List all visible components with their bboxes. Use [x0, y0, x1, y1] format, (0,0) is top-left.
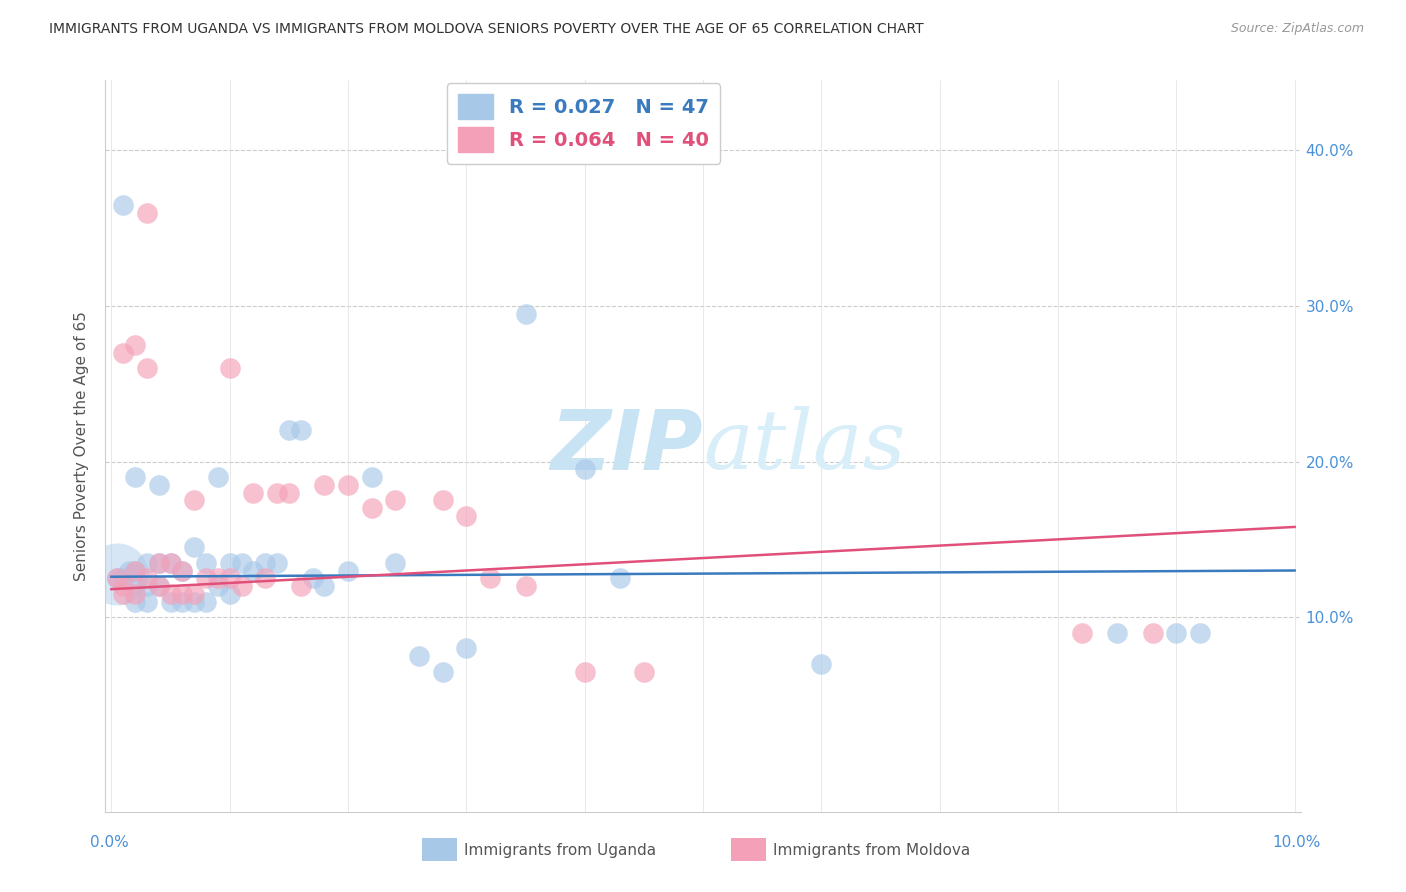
Text: Immigrants from Moldova: Immigrants from Moldova	[773, 843, 970, 857]
Point	[314, 579, 336, 593]
Text: atlas: atlas	[703, 406, 905, 486]
Point	[384, 556, 406, 570]
Point	[124, 564, 146, 578]
Point	[360, 470, 382, 484]
Point	[408, 649, 430, 664]
Point	[159, 556, 181, 570]
Point	[432, 665, 454, 679]
Point	[135, 205, 157, 219]
Point	[135, 579, 157, 593]
Point	[195, 594, 218, 608]
Point	[183, 594, 205, 608]
Point	[1107, 625, 1129, 640]
Point	[574, 462, 596, 476]
Point	[159, 594, 181, 608]
Point	[112, 587, 135, 601]
Point	[384, 493, 406, 508]
Point	[124, 564, 146, 578]
Point	[118, 564, 141, 578]
Point	[172, 594, 194, 608]
Point	[183, 540, 205, 554]
Point	[277, 485, 299, 500]
Point	[195, 571, 218, 585]
Point	[1070, 625, 1092, 640]
Point	[218, 571, 240, 585]
Point	[207, 579, 229, 593]
Point	[105, 571, 128, 585]
Text: Source: ZipAtlas.com: Source: ZipAtlas.com	[1230, 22, 1364, 36]
Point	[337, 478, 360, 492]
Text: Immigrants from Uganda: Immigrants from Uganda	[464, 843, 657, 857]
Point	[337, 564, 360, 578]
Point	[207, 470, 229, 484]
Point	[810, 657, 832, 671]
Point	[1142, 625, 1164, 640]
Point	[314, 478, 336, 492]
Point	[515, 579, 537, 593]
Point	[207, 571, 229, 585]
Point	[218, 587, 240, 601]
Point	[290, 424, 312, 438]
Point	[1188, 625, 1211, 640]
Point	[172, 564, 194, 578]
Point	[159, 587, 181, 601]
Point	[112, 571, 135, 585]
Point	[124, 587, 146, 601]
Point	[148, 556, 170, 570]
Point	[218, 361, 240, 376]
Point	[148, 579, 170, 593]
Point	[479, 571, 502, 585]
Point	[360, 501, 382, 516]
Point	[135, 556, 157, 570]
Point	[301, 571, 323, 585]
Point	[242, 485, 264, 500]
Text: ZIP: ZIP	[550, 406, 703, 486]
Point	[277, 424, 299, 438]
Point	[105, 571, 128, 585]
Point	[124, 594, 146, 608]
Point	[254, 556, 277, 570]
Point	[254, 571, 277, 585]
Point	[195, 556, 218, 570]
Point	[183, 493, 205, 508]
Text: 0.0%: 0.0%	[90, 836, 129, 850]
Point	[242, 564, 264, 578]
Point	[432, 493, 454, 508]
Point	[135, 361, 157, 376]
Point	[633, 665, 655, 679]
Point	[148, 478, 170, 492]
Point	[148, 556, 170, 570]
Point	[124, 338, 146, 352]
Point	[183, 587, 205, 601]
Point	[159, 556, 181, 570]
Point	[124, 470, 146, 484]
Point	[172, 564, 194, 578]
Point	[456, 641, 478, 656]
Point	[515, 307, 537, 321]
Point	[135, 594, 157, 608]
Point	[218, 556, 240, 570]
Point	[456, 509, 478, 524]
Point	[290, 579, 312, 593]
Point	[112, 345, 135, 359]
Text: 10.0%: 10.0%	[1272, 836, 1320, 850]
Point	[112, 579, 135, 593]
Point	[124, 579, 146, 593]
Point	[148, 579, 170, 593]
Legend: R = 0.027   N = 47, R = 0.064   N = 40: R = 0.027 N = 47, R = 0.064 N = 40	[447, 83, 720, 164]
Y-axis label: Seniors Poverty Over the Age of 65: Seniors Poverty Over the Age of 65	[75, 311, 90, 581]
Point	[609, 571, 631, 585]
Point	[231, 556, 253, 570]
Point	[112, 198, 135, 212]
Point	[574, 665, 596, 679]
Point	[172, 587, 194, 601]
Point	[135, 571, 157, 585]
Point	[266, 485, 288, 500]
Point	[1166, 625, 1188, 640]
Point	[231, 579, 253, 593]
Point	[266, 556, 288, 570]
Point	[105, 566, 128, 581]
Text: IMMIGRANTS FROM UGANDA VS IMMIGRANTS FROM MOLDOVA SENIORS POVERTY OVER THE AGE O: IMMIGRANTS FROM UGANDA VS IMMIGRANTS FRO…	[49, 22, 924, 37]
